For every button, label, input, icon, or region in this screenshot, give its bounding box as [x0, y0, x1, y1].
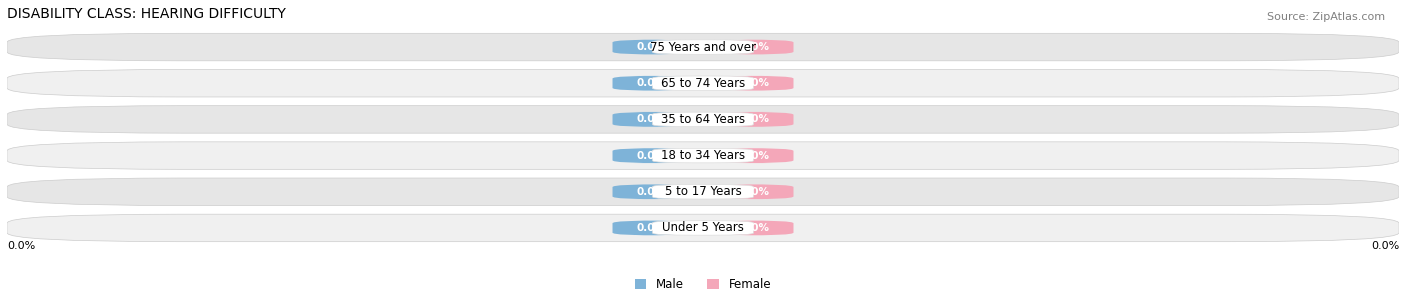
Text: 0.0%: 0.0% — [637, 187, 665, 197]
FancyBboxPatch shape — [652, 112, 754, 127]
Text: 0.0%: 0.0% — [7, 241, 35, 251]
FancyBboxPatch shape — [717, 148, 793, 163]
FancyBboxPatch shape — [613, 76, 689, 91]
Text: 0.0%: 0.0% — [741, 42, 769, 52]
FancyBboxPatch shape — [717, 184, 793, 199]
Text: 0.0%: 0.0% — [1371, 241, 1399, 251]
FancyBboxPatch shape — [652, 221, 754, 235]
Text: Source: ZipAtlas.com: Source: ZipAtlas.com — [1267, 12, 1385, 22]
FancyBboxPatch shape — [7, 178, 1399, 206]
Text: DISABILITY CLASS: HEARING DIFFICULTY: DISABILITY CLASS: HEARING DIFFICULTY — [7, 7, 285, 21]
FancyBboxPatch shape — [7, 106, 1399, 133]
FancyBboxPatch shape — [613, 184, 689, 199]
FancyBboxPatch shape — [717, 112, 793, 127]
Legend: Male, Female: Male, Female — [630, 273, 776, 296]
FancyBboxPatch shape — [613, 148, 689, 163]
Text: 0.0%: 0.0% — [637, 223, 665, 233]
Text: 5 to 17 Years: 5 to 17 Years — [665, 185, 741, 198]
FancyBboxPatch shape — [7, 214, 1399, 242]
Text: 0.0%: 0.0% — [637, 150, 665, 161]
Text: 0.0%: 0.0% — [741, 187, 769, 197]
FancyBboxPatch shape — [613, 112, 689, 127]
Text: 0.0%: 0.0% — [741, 114, 769, 124]
FancyBboxPatch shape — [7, 33, 1399, 61]
FancyBboxPatch shape — [652, 185, 754, 199]
Text: 0.0%: 0.0% — [741, 223, 769, 233]
FancyBboxPatch shape — [7, 70, 1399, 97]
FancyBboxPatch shape — [7, 142, 1399, 169]
FancyBboxPatch shape — [652, 40, 754, 54]
Text: Under 5 Years: Under 5 Years — [662, 221, 744, 234]
Text: 75 Years and over: 75 Years and over — [650, 40, 756, 54]
FancyBboxPatch shape — [717, 220, 793, 236]
Text: 0.0%: 0.0% — [637, 78, 665, 88]
Text: 0.0%: 0.0% — [637, 42, 665, 52]
Text: 35 to 64 Years: 35 to 64 Years — [661, 113, 745, 126]
Text: 18 to 34 Years: 18 to 34 Years — [661, 149, 745, 162]
FancyBboxPatch shape — [717, 76, 793, 91]
FancyBboxPatch shape — [652, 76, 754, 91]
FancyBboxPatch shape — [652, 148, 754, 163]
Text: 0.0%: 0.0% — [741, 150, 769, 161]
FancyBboxPatch shape — [613, 40, 689, 55]
FancyBboxPatch shape — [717, 40, 793, 55]
FancyBboxPatch shape — [613, 220, 689, 236]
Text: 65 to 74 Years: 65 to 74 Years — [661, 77, 745, 90]
Text: 0.0%: 0.0% — [637, 114, 665, 124]
Text: 0.0%: 0.0% — [741, 78, 769, 88]
